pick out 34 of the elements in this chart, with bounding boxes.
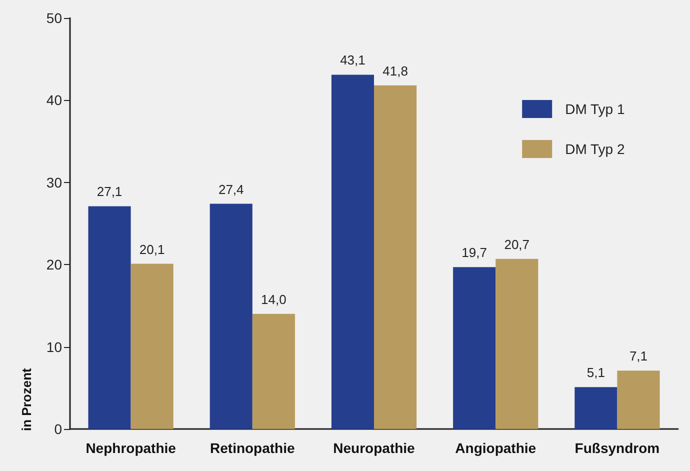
data-label: 19,7 — [462, 245, 487, 260]
data-label: 27,4 — [218, 182, 244, 197]
data-label: 7,1 — [629, 348, 648, 364]
bar — [130, 264, 174, 429]
y-tick-label: 50 — [46, 10, 62, 26]
y-tick-label: 30 — [46, 174, 62, 190]
x-tick-label: Fußsyndrom — [574, 440, 660, 456]
data-label: 20,1 — [139, 242, 165, 257]
bar — [210, 204, 252, 429]
bar — [574, 387, 618, 429]
data-label: 27,1 — [96, 184, 122, 200]
data-label: 14,0 — [261, 292, 286, 307]
legend-label: DM Typ 1 — [565, 101, 625, 117]
bar — [88, 206, 131, 429]
x-tick-label: Angiopathie — [455, 440, 536, 456]
bar — [496, 258, 538, 429]
data-label: 5,1 — [586, 365, 605, 380]
y-tick-label: 40 — [46, 92, 62, 108]
data-label: 43,1 — [340, 52, 366, 68]
bar — [252, 314, 295, 429]
x-tick-label: Nephropathie — [86, 440, 176, 456]
bar — [374, 85, 417, 429]
y-tick-label: 0 — [54, 421, 62, 437]
y-tick-label: 10 — [46, 338, 62, 355]
legend-label: DM Typ 2 — [565, 141, 625, 157]
bar — [453, 267, 496, 429]
data-label: 20,7 — [504, 236, 530, 252]
y-axis-title: in Prozent — [19, 367, 34, 431]
bar — [617, 370, 660, 429]
bar — [331, 74, 374, 429]
data-label: 41,8 — [382, 63, 408, 78]
x-tick-label: Neuropathie — [333, 440, 416, 456]
x-tick-label: Retinopathie — [210, 440, 296, 456]
y-tick-label: 20 — [46, 256, 62, 273]
